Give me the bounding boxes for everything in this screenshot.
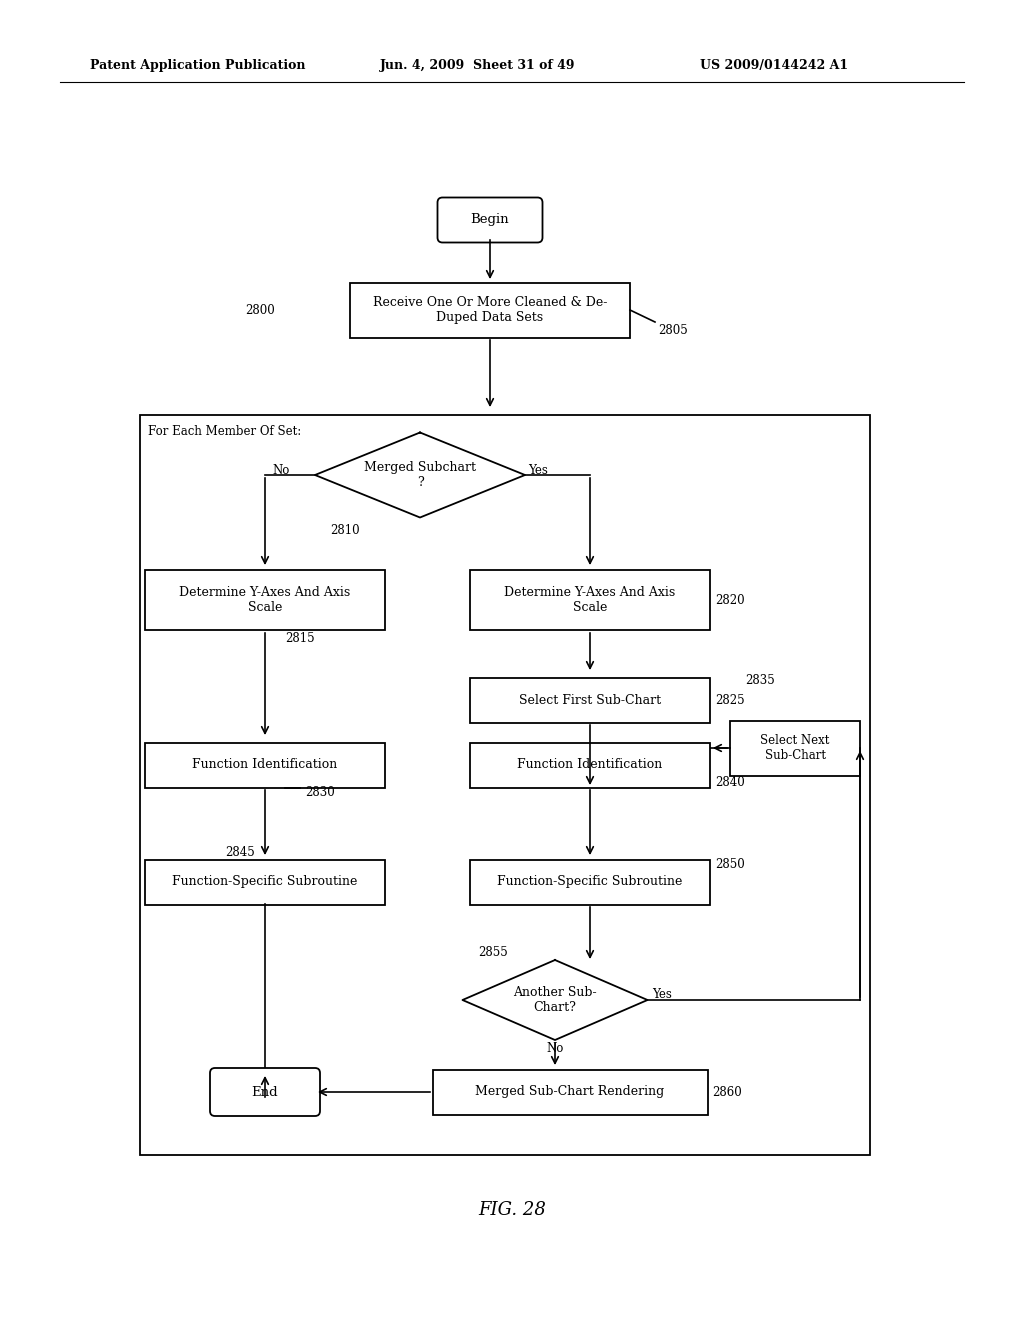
Bar <box>350 282 630 338</box>
Text: 2825: 2825 <box>715 693 744 706</box>
Text: Determine Y-Axes And Axis
Scale: Determine Y-Axes And Axis Scale <box>505 586 676 614</box>
Text: 2800: 2800 <box>245 304 274 317</box>
Text: 2850: 2850 <box>715 858 744 870</box>
Text: Yes: Yes <box>652 989 672 1002</box>
Bar <box>470 570 710 630</box>
Text: Function Identification: Function Identification <box>193 759 338 771</box>
Polygon shape <box>315 433 525 517</box>
Text: Select Next
Sub-Chart: Select Next Sub-Chart <box>760 734 829 762</box>
Text: 2840: 2840 <box>715 776 744 789</box>
Polygon shape <box>463 960 647 1040</box>
Text: No: No <box>272 463 290 477</box>
Text: Merged Sub-Chart Rendering: Merged Sub-Chart Rendering <box>475 1085 665 1098</box>
Text: Select First Sub-Chart: Select First Sub-Chart <box>519 693 662 706</box>
Text: Begin: Begin <box>471 214 509 227</box>
Text: 2830: 2830 <box>305 787 335 800</box>
Text: Receive One Or More Cleaned & De-
Duped Data Sets: Receive One Or More Cleaned & De- Duped … <box>373 296 607 323</box>
Text: 2845: 2845 <box>225 846 255 858</box>
FancyBboxPatch shape <box>437 198 543 243</box>
Text: For Each Member Of Set:: For Each Member Of Set: <box>148 425 301 438</box>
Text: 2855: 2855 <box>478 945 508 958</box>
Bar <box>432 1069 708 1114</box>
Text: 2860: 2860 <box>712 1085 741 1098</box>
Text: US 2009/0144242 A1: US 2009/0144242 A1 <box>700 58 848 71</box>
Bar <box>470 859 710 904</box>
Text: 2805: 2805 <box>658 323 688 337</box>
Bar <box>730 721 860 776</box>
Text: Merged Subchart
?: Merged Subchart ? <box>364 461 476 488</box>
Bar <box>470 742 710 788</box>
Text: Function Identification: Function Identification <box>517 759 663 771</box>
Text: Patent Application Publication: Patent Application Publication <box>90 58 305 71</box>
Text: Function-Specific Subroutine: Function-Specific Subroutine <box>498 875 683 888</box>
Text: 2835: 2835 <box>745 673 775 686</box>
Text: 2815: 2815 <box>285 631 314 644</box>
Text: Jun. 4, 2009  Sheet 31 of 49: Jun. 4, 2009 Sheet 31 of 49 <box>380 58 575 71</box>
Bar <box>145 570 385 630</box>
Text: End: End <box>252 1085 279 1098</box>
Text: Yes: Yes <box>528 463 548 477</box>
Bar <box>145 859 385 904</box>
Bar <box>470 677 710 722</box>
Text: No: No <box>547 1041 563 1055</box>
Text: FIG. 28: FIG. 28 <box>478 1201 546 1218</box>
Text: 2810: 2810 <box>330 524 359 536</box>
Bar <box>145 742 385 788</box>
Bar <box>140 414 870 1155</box>
Text: Function-Specific Subroutine: Function-Specific Subroutine <box>172 875 357 888</box>
Text: Determine Y-Axes And Axis
Scale: Determine Y-Axes And Axis Scale <box>179 586 350 614</box>
Text: 2820: 2820 <box>715 594 744 606</box>
FancyBboxPatch shape <box>210 1068 319 1115</box>
Text: Another Sub-
Chart?: Another Sub- Chart? <box>513 986 597 1014</box>
